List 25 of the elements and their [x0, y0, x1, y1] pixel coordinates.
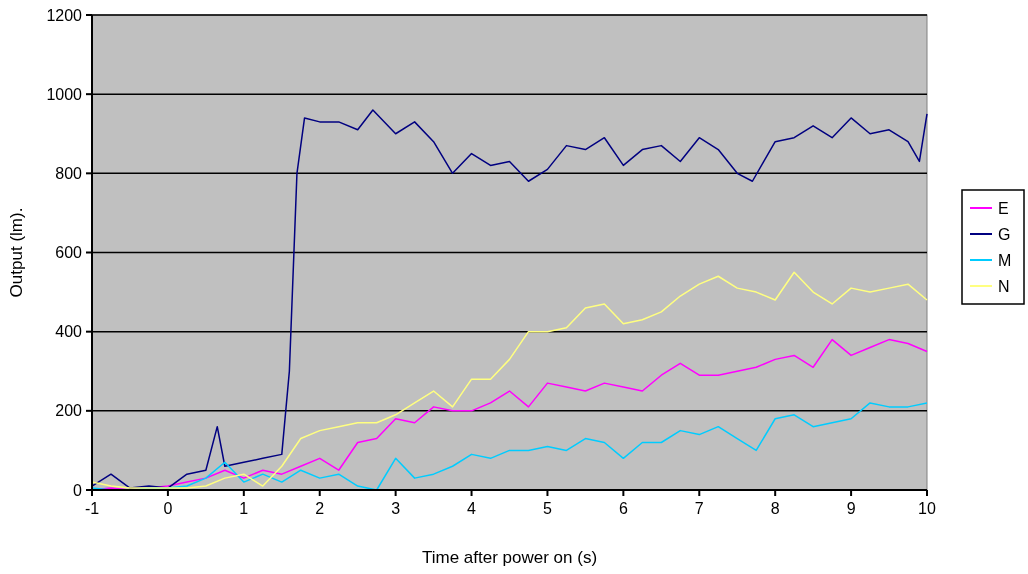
- legend-label: G: [998, 225, 1011, 243]
- x-tick-label: 0: [163, 500, 173, 517]
- x-tick-label: 8: [770, 500, 780, 517]
- legend-label: N: [998, 277, 1010, 295]
- x-tick-label: 7: [694, 500, 704, 517]
- x-tick-label: 2: [315, 500, 325, 517]
- y-tick-label: 0: [73, 481, 83, 499]
- y-tick-label: 800: [55, 164, 83, 182]
- y-tick-label: 1200: [46, 6, 83, 24]
- y-axis-title: Output (lm).: [7, 207, 26, 298]
- y-tick-label: 200: [55, 402, 83, 420]
- y-tick-label: 1000: [46, 85, 83, 103]
- x-tick-label: 4: [467, 500, 477, 517]
- y-tick-label: 400: [55, 323, 83, 341]
- x-tick-label: 9: [846, 500, 856, 517]
- y-tick-label: 600: [55, 244, 83, 262]
- legend-label: M: [998, 251, 1012, 269]
- x-tick-label: 5: [543, 500, 552, 517]
- x-tick-label: -1: [84, 500, 100, 517]
- x-tick-label: 3: [391, 500, 401, 517]
- x-tick-label: 6: [618, 500, 628, 517]
- x-axis-title: Time after power on (s): [421, 548, 598, 567]
- x-tick-label: 1: [239, 500, 249, 517]
- x-tick-label: 10: [918, 500, 936, 517]
- legend-label: E: [998, 199, 1009, 217]
